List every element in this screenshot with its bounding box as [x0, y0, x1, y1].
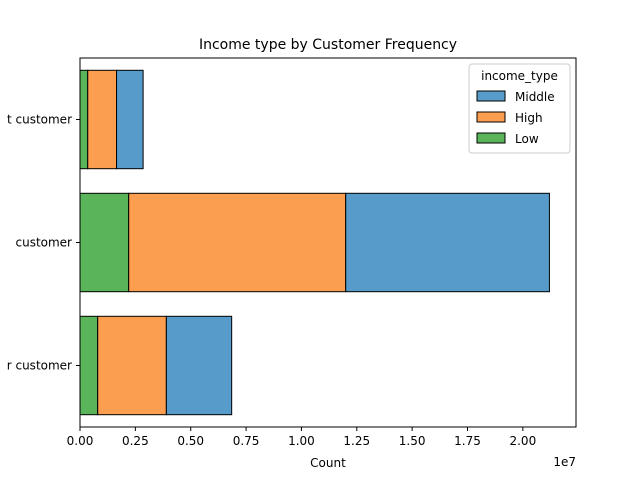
- plot-frame: [79, 57, 577, 428]
- legend: income_type Middle High Low: [468, 63, 571, 154]
- legend-swatch-middle: [476, 90, 506, 102]
- bar-low-1: [79, 192, 130, 293]
- bars-group: [79, 69, 550, 416]
- x-tick-label: 1.50: [399, 434, 426, 448]
- y-tick-label: customer: [15, 236, 72, 250]
- legend-frame: [468, 63, 571, 154]
- x-axis-ticks: 0.00 0.25 0.50 0.75 1.00 1.25 1.50 1.75 2.00: [67, 427, 536, 448]
- y-tick-label: t customer: [7, 113, 72, 127]
- y-tick-label: r customer: [7, 359, 72, 373]
- legend-label-middle: Middle: [515, 90, 555, 104]
- x-tick-label: 0.75: [233, 434, 260, 448]
- x-tick-label: 0.50: [177, 434, 204, 448]
- x-tick-label: 1.00: [288, 434, 315, 448]
- x-tick-label: 1.75: [454, 434, 481, 448]
- legend-label-low: Low: [515, 132, 539, 146]
- x-tick-label: 0.25: [122, 434, 149, 448]
- x-tick-label: 1.25: [343, 434, 370, 448]
- legend-swatch-high: [476, 111, 506, 123]
- bar-high-2: [97, 315, 167, 416]
- legend-swatch-low: [476, 132, 506, 144]
- chart-title: Income type by Customer Frequency: [199, 37, 457, 53]
- bar-low-0: [79, 69, 89, 170]
- bar-middle-1: [345, 192, 550, 293]
- x-axis-offset-text: 1e7: [553, 455, 576, 469]
- x-axis-label: Count: [310, 456, 346, 470]
- bar-low-2: [79, 315, 99, 416]
- y-axis-ticks: t customer customer r customer: [7, 113, 80, 373]
- bar-high-0: [87, 69, 118, 170]
- x-tick-label: 2.00: [509, 434, 536, 448]
- bar-middle-0: [116, 69, 144, 170]
- legend-title: income_type: [481, 69, 558, 83]
- legend-label-high: High: [515, 111, 543, 125]
- bar-middle-2: [165, 315, 233, 416]
- bar-high-1: [128, 192, 347, 293]
- x-tick-label: 0.00: [67, 434, 94, 448]
